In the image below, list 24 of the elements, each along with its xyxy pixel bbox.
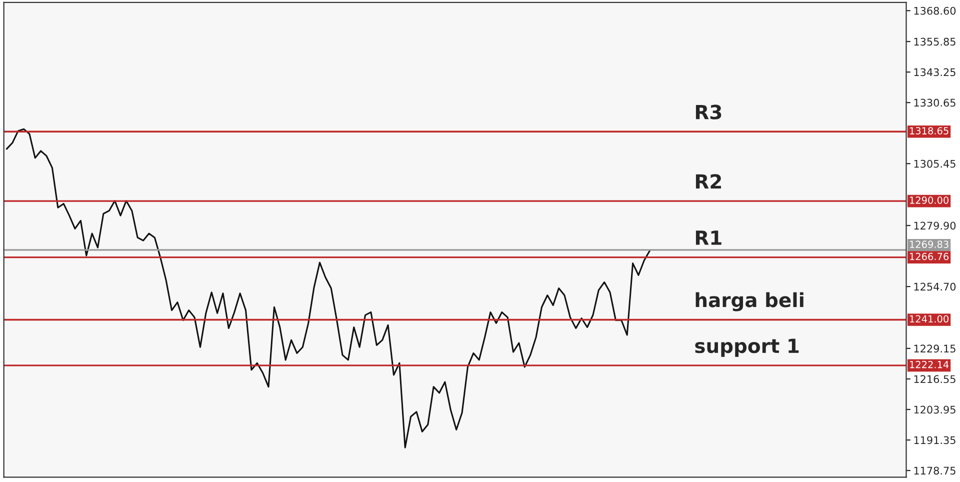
annotation: R1 (696, 230, 722, 245)
y-tick-label: 1305.45 (914, 160, 956, 168)
y-tick-label: 1368.60 (914, 6, 956, 15)
ref-line-label: 1318.65 (910, 127, 948, 134)
y-tick-label: 1355.85 (914, 38, 956, 46)
y-tick-label: 1178.75 (914, 466, 956, 475)
annotation: support 1 (695, 338, 799, 357)
y-tick-label: 1216.55 (914, 375, 956, 384)
ref-line-label: 1290.00 (910, 196, 949, 204)
y-tick-label: 1229.15 (914, 344, 956, 353)
y-tick-label: 1343.25 (914, 68, 956, 76)
annotation: R3 (696, 104, 722, 120)
y-tick-label: 1203.95 (914, 406, 956, 414)
annotation: R2 (696, 174, 721, 189)
y-tick-label: 1191.35 (914, 436, 956, 444)
line-series (6, 128, 651, 448)
y-tick-label: 1279.90 (914, 222, 956, 230)
y-tick-label: 1254.70 (914, 282, 956, 291)
y-tick-label: 1330.65 (914, 98, 956, 107)
ref-line-label: 1241.00 (910, 315, 949, 323)
ref-line-label: 1269.83 (910, 240, 948, 248)
ref-line-label: 1222.14 (910, 360, 949, 368)
annotation: harga beli (696, 292, 804, 312)
ref-line-label: 1266.76 (910, 252, 949, 260)
